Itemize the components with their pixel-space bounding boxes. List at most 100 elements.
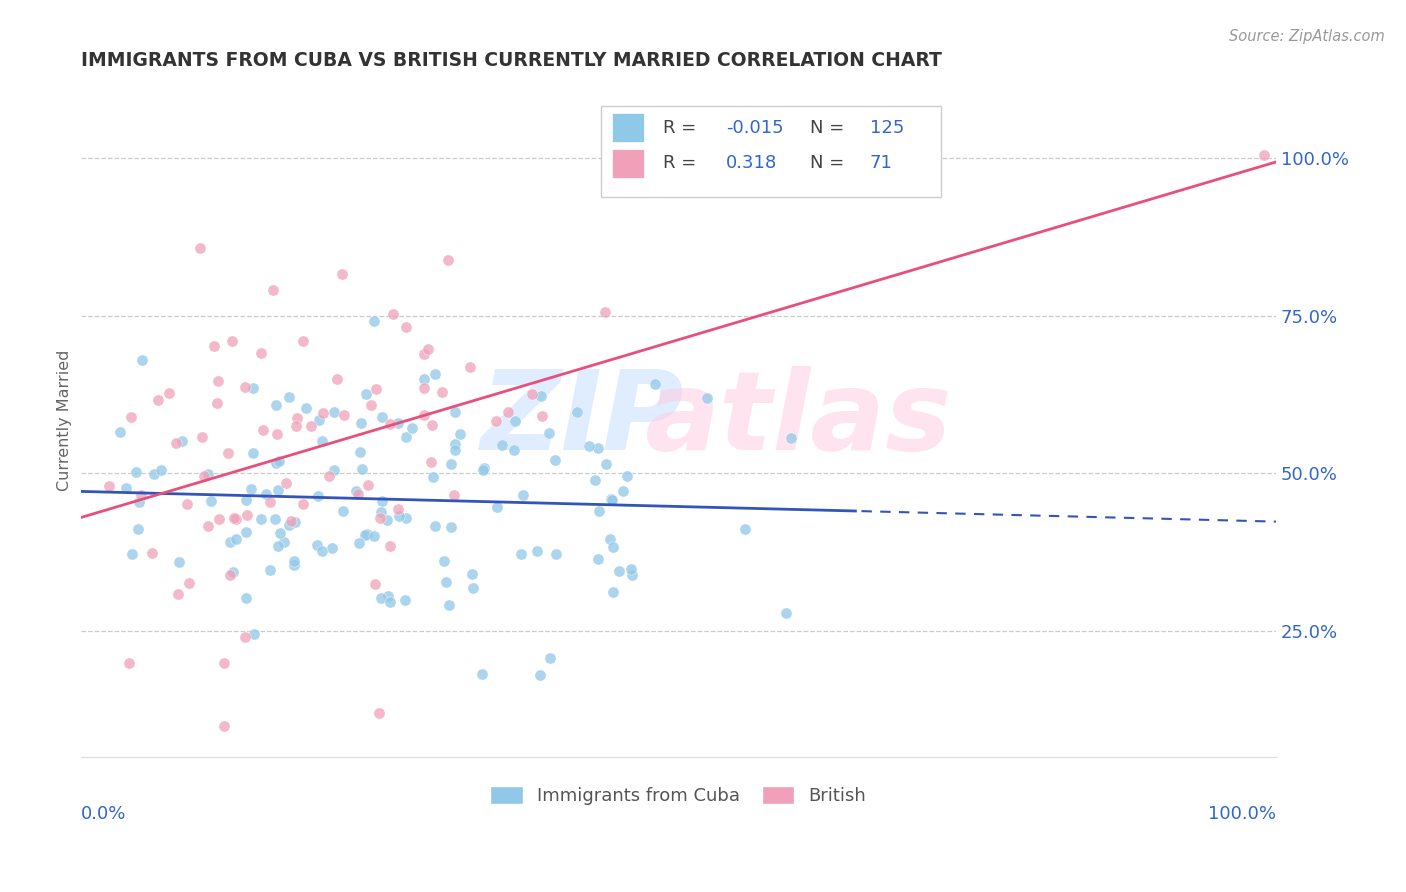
Point <box>121 547 143 561</box>
Point <box>128 494 150 508</box>
Point <box>250 346 273 360</box>
Point <box>599 533 621 547</box>
Point <box>602 585 624 599</box>
Point <box>370 494 392 508</box>
Point <box>205 396 228 410</box>
Point <box>368 511 391 525</box>
Point <box>368 706 391 721</box>
Point <box>217 446 239 460</box>
Point <box>430 384 453 399</box>
Point <box>503 414 526 428</box>
Text: 125: 125 <box>869 119 904 136</box>
Point <box>1253 148 1275 162</box>
Point <box>225 512 247 526</box>
Point <box>412 381 434 395</box>
Point <box>259 495 281 509</box>
Point <box>165 435 187 450</box>
Point <box>387 417 409 431</box>
Point <box>440 457 463 471</box>
Point <box>616 468 638 483</box>
Point <box>172 434 194 449</box>
Point <box>775 606 797 620</box>
Point <box>387 502 409 516</box>
Point <box>486 500 509 514</box>
Point <box>538 651 561 665</box>
Point <box>149 463 172 477</box>
Point <box>696 391 718 405</box>
Text: 0.318: 0.318 <box>725 154 778 172</box>
Point <box>254 487 277 501</box>
Point <box>354 386 377 401</box>
Point <box>283 558 305 573</box>
Point <box>277 390 299 404</box>
Point <box>352 461 374 475</box>
Point <box>202 338 225 352</box>
Point <box>443 488 465 502</box>
Point <box>612 484 634 499</box>
Point <box>436 575 458 590</box>
Point <box>127 522 149 536</box>
Y-axis label: Currently Married: Currently Married <box>58 349 72 491</box>
Point <box>166 587 188 601</box>
Point <box>250 511 273 525</box>
Point <box>141 546 163 560</box>
Point <box>444 442 467 457</box>
Point <box>318 469 340 483</box>
Point <box>98 479 121 493</box>
Point <box>437 598 460 612</box>
Point <box>285 410 308 425</box>
Point <box>443 437 465 451</box>
Point <box>311 434 333 448</box>
Point <box>620 567 643 582</box>
Point <box>586 552 609 566</box>
Point <box>349 536 371 550</box>
Point <box>780 431 803 445</box>
Point <box>235 493 257 508</box>
Point <box>312 406 335 420</box>
Point <box>169 555 191 569</box>
Text: ZIP: ZIP <box>481 367 685 474</box>
Point <box>425 367 447 381</box>
Point <box>644 376 666 391</box>
Point <box>595 457 617 471</box>
Point <box>292 334 315 348</box>
Point <box>370 591 392 605</box>
Point <box>240 482 263 496</box>
Point <box>425 519 447 533</box>
Point <box>283 554 305 568</box>
Point <box>269 454 291 468</box>
Point <box>264 398 287 412</box>
Point <box>214 656 236 670</box>
Point <box>197 467 219 481</box>
Point <box>381 307 404 321</box>
Point <box>264 512 287 526</box>
Point <box>360 397 382 411</box>
Point <box>593 304 616 318</box>
Point <box>395 320 418 334</box>
Point <box>267 539 290 553</box>
Point <box>357 477 380 491</box>
Point <box>208 512 231 526</box>
Point <box>321 541 343 555</box>
Point <box>510 548 533 562</box>
Point <box>115 481 138 495</box>
Point <box>294 401 316 415</box>
Point <box>526 544 548 558</box>
Point <box>326 372 349 386</box>
Point <box>471 462 494 476</box>
Point <box>503 442 526 457</box>
Point <box>233 630 256 644</box>
Text: N =: N = <box>810 119 849 136</box>
Point <box>599 492 621 507</box>
Point <box>512 488 534 502</box>
Point <box>620 562 643 576</box>
Point <box>222 565 245 579</box>
Legend: Immigrants from Cuba, British: Immigrants from Cuba, British <box>482 780 873 813</box>
Point <box>207 374 229 388</box>
Point <box>188 241 211 255</box>
Point <box>380 539 402 553</box>
Point <box>377 589 399 603</box>
Text: -0.015: -0.015 <box>725 119 783 136</box>
Point <box>262 284 284 298</box>
Point <box>235 591 257 606</box>
